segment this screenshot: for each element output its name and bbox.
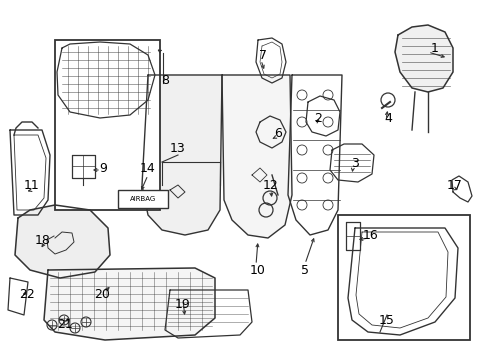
Text: 1: 1 <box>430 41 438 54</box>
Text: AIRBAG: AIRBAG <box>130 196 156 202</box>
Text: 15: 15 <box>378 314 394 327</box>
Text: 7: 7 <box>259 49 266 62</box>
Text: 12: 12 <box>263 179 278 192</box>
Text: 4: 4 <box>383 112 391 125</box>
Bar <box>337 215 469 340</box>
Polygon shape <box>44 268 215 340</box>
Polygon shape <box>347 228 457 335</box>
Bar <box>118 190 168 208</box>
Text: 5: 5 <box>301 264 308 276</box>
Polygon shape <box>394 25 452 92</box>
Text: 16: 16 <box>363 229 378 242</box>
Bar <box>55 40 160 210</box>
Text: 19: 19 <box>175 298 190 311</box>
Text: 9: 9 <box>99 162 107 175</box>
Text: 18: 18 <box>35 234 51 247</box>
Polygon shape <box>142 75 222 235</box>
Text: 20: 20 <box>94 288 110 302</box>
Text: 2: 2 <box>313 112 321 125</box>
Text: 17: 17 <box>446 179 462 192</box>
Polygon shape <box>15 205 110 278</box>
Polygon shape <box>57 42 155 118</box>
Text: 8: 8 <box>161 73 169 86</box>
Text: 22: 22 <box>19 288 35 302</box>
Text: 13: 13 <box>170 141 185 154</box>
Text: 11: 11 <box>24 179 40 192</box>
Polygon shape <box>222 75 291 238</box>
Text: 3: 3 <box>350 157 358 170</box>
Text: 21: 21 <box>57 319 73 332</box>
Text: 14: 14 <box>140 162 156 175</box>
Text: 10: 10 <box>249 264 265 276</box>
Text: 6: 6 <box>273 126 282 140</box>
